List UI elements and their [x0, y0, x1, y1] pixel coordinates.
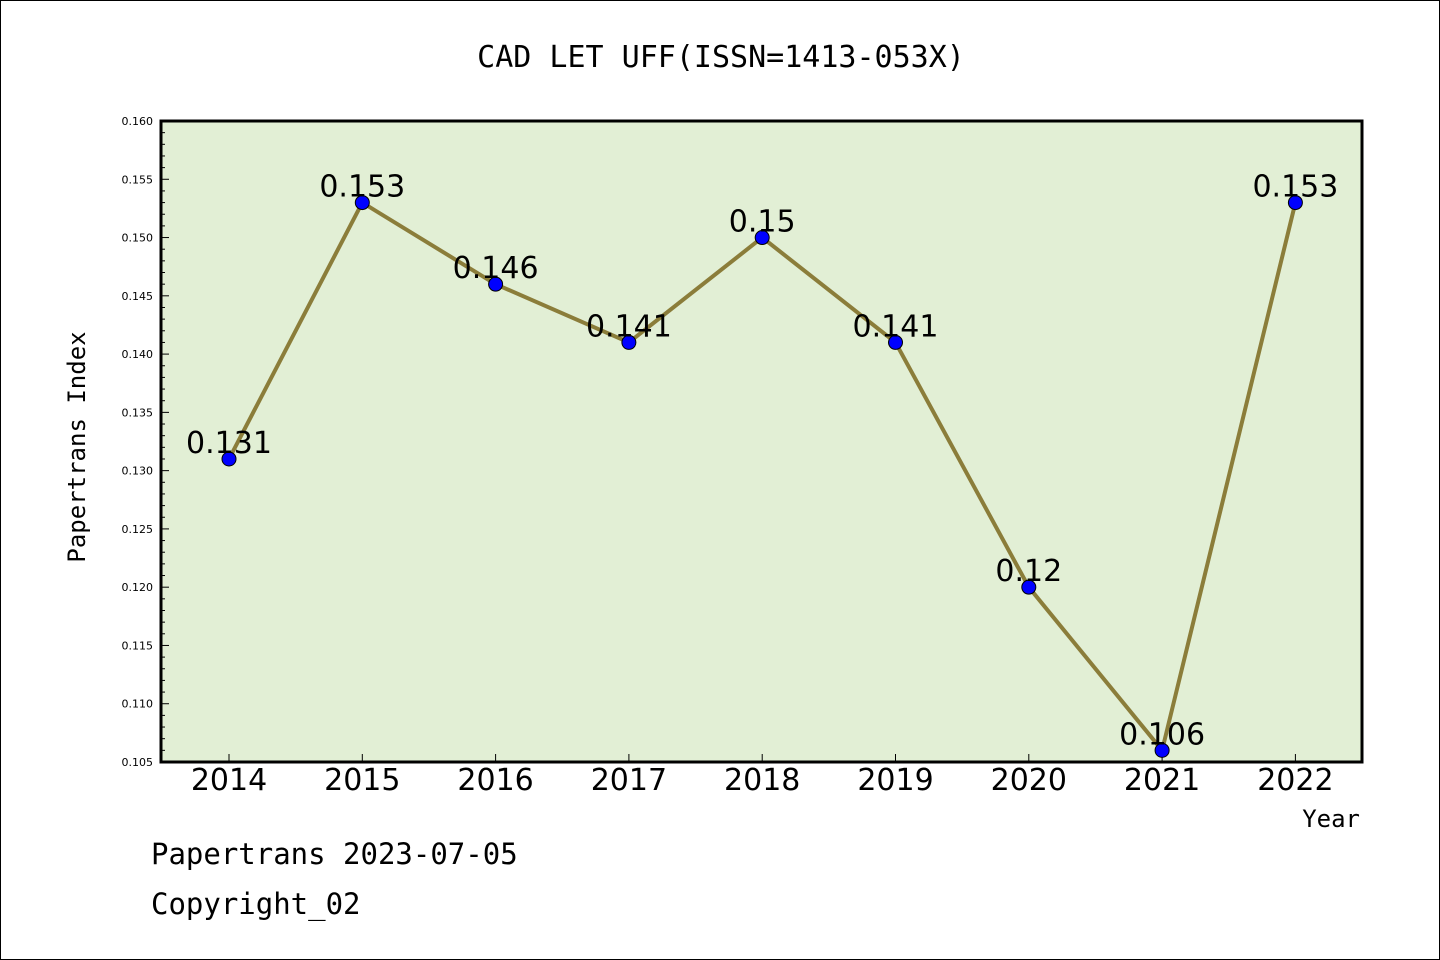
- data-label: 0.106: [1119, 717, 1205, 752]
- chart-title: CAD LET UFF(ISSN=1413-053X): [477, 40, 965, 75]
- x-tick-label: 2019: [857, 763, 933, 798]
- plot-border: [159, 119, 1364, 764]
- data-label: 0.141: [586, 309, 672, 344]
- data-point: [888, 334, 903, 350]
- y-tick-label: 0.160: [122, 115, 154, 128]
- data-point: [354, 195, 370, 211]
- y-tick-label: 0.150: [122, 232, 154, 245]
- data-label: 0.146: [453, 251, 539, 286]
- x-tick-label: 2015: [324, 763, 400, 798]
- data-label: 0.12: [995, 554, 1062, 589]
- data-point: [754, 230, 770, 246]
- x-axis: 2014 2015 2016 2017 2018 2019 2020 2021 2022: [191, 754, 1334, 798]
- data-point: [1021, 579, 1037, 595]
- y-tick-label: 0.120: [122, 581, 154, 594]
- x-tick-label: 2020: [991, 763, 1067, 798]
- data-point: [621, 334, 637, 350]
- y-tick-label: 0.130: [122, 465, 154, 478]
- data-label: 0.153: [319, 170, 405, 205]
- data-label: 0.153: [1252, 170, 1338, 205]
- data-point: [1287, 195, 1303, 211]
- data-labels: 0.131 0.153 0.146 0.141 0.15 0.141 0.12 0.106 0.…: [186, 170, 1338, 753]
- y-tick-label: 0.105: [122, 756, 154, 769]
- y-axis: 0.105 0.110 0.115 0.120 0.125 0.130 0.135 0.140…: [122, 115, 169, 769]
- x-tick-label: 2018: [724, 763, 800, 798]
- y-tick-label: 0.125: [122, 523, 154, 536]
- footer-copyright: Copyright_02: [151, 887, 361, 921]
- data-point: [221, 451, 237, 467]
- x-tick-label: 2022: [1257, 763, 1333, 798]
- y-tick-label: 0.140: [122, 348, 154, 361]
- data-label: 0.141: [853, 309, 939, 344]
- x-tick-label: 2014: [191, 763, 267, 798]
- y-tick-label: 0.110: [122, 698, 154, 711]
- y-tick-label: 0.155: [122, 173, 154, 186]
- data-point: [488, 276, 504, 292]
- data-label: 0.131: [186, 426, 272, 461]
- x-tick-label: 2021: [1124, 763, 1200, 798]
- data-point: [1154, 742, 1170, 758]
- plot-area: [161, 121, 1362, 762]
- data-label: 0.15: [729, 205, 796, 240]
- series: [221, 195, 1303, 758]
- y-axis-label: Papertrans Index: [63, 331, 91, 562]
- x-tick-label: 2016: [457, 763, 533, 798]
- x-tick-label: 2017: [591, 763, 667, 798]
- y-tick-label: 0.145: [122, 290, 154, 303]
- y-tick-label: 0.115: [122, 639, 154, 652]
- footer-date: Papertrans 2023-07-05: [151, 837, 518, 871]
- x-axis-label: Year: [1302, 805, 1360, 833]
- y-tick-label: 0.135: [122, 406, 154, 419]
